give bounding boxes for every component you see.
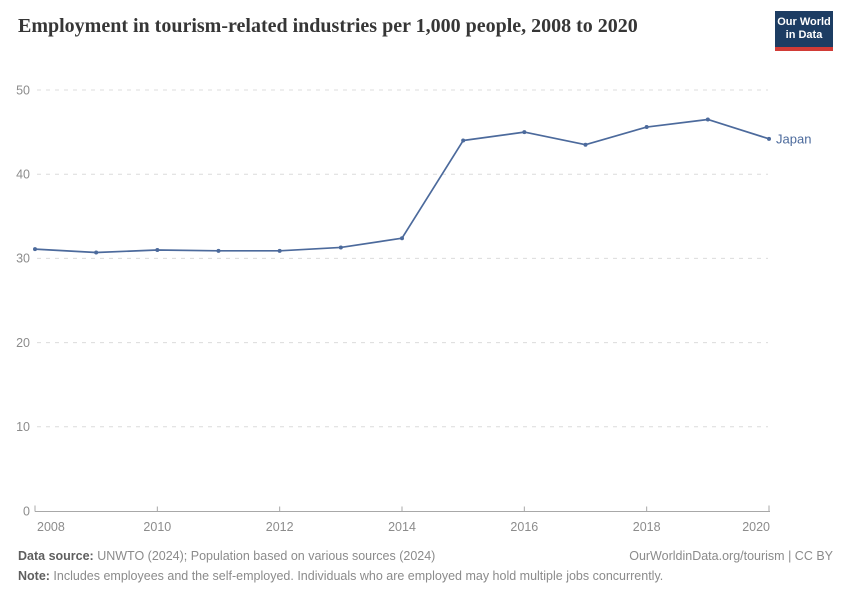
data-point-2014 bbox=[400, 236, 404, 241]
license-text: OurWorldinData.org/tourism | CC BY bbox=[629, 549, 833, 563]
data-source-label: Data source: bbox=[18, 549, 94, 563]
x-tick-label-2018: 2018 bbox=[633, 520, 661, 534]
data-point-2009 bbox=[94, 250, 99, 255]
note-label: Note: bbox=[18, 569, 50, 583]
logo-text-line2: in Data bbox=[785, 29, 823, 41]
footer-source-row: Data source: UNWTO (2024); Population ba… bbox=[18, 548, 833, 564]
data-point-2017 bbox=[583, 142, 588, 147]
data-point-2019 bbox=[705, 117, 710, 122]
note-value: Includes employees and the self-employed… bbox=[49, 569, 664, 583]
x-tick-label-2020: 2020 bbox=[742, 520, 770, 534]
data-point-2020 bbox=[767, 136, 771, 141]
data-point-2018 bbox=[644, 125, 649, 130]
data-point-2016 bbox=[522, 130, 527, 135]
y-tick-label-0: 0 bbox=[23, 504, 30, 518]
x-tick-label-2012: 2012 bbox=[266, 520, 294, 534]
y-tick-label-20: 20 bbox=[16, 336, 30, 350]
x-tick-label-2008: 2008 bbox=[37, 520, 65, 534]
owid-logo: Our World in Data bbox=[775, 11, 833, 51]
x-tick-label-2016: 2016 bbox=[510, 520, 538, 534]
data-point-2015 bbox=[461, 138, 466, 143]
data-source-text: Data source: UNWTO (2024); Population ba… bbox=[18, 548, 435, 564]
data-point-2010 bbox=[155, 247, 160, 252]
series-end-label: Japan bbox=[776, 131, 811, 146]
chart-footer: Data source: UNWTO (2024); Population ba… bbox=[18, 548, 833, 584]
y-tick-label-50: 50 bbox=[16, 83, 30, 97]
data-point-2011 bbox=[216, 248, 221, 253]
x-tick-label-2014: 2014 bbox=[388, 520, 416, 534]
y-tick-label-10: 10 bbox=[16, 420, 30, 434]
chart-title: Employment in tourism-related industries… bbox=[18, 15, 638, 37]
data-source-value: UNWTO (2024); Population based on variou… bbox=[93, 549, 436, 563]
logo-text-line1: Our World bbox=[777, 16, 831, 28]
data-point-2012 bbox=[277, 248, 282, 253]
note-text: Note: Includes employees and the self-em… bbox=[18, 568, 833, 584]
y-tick-label-40: 40 bbox=[16, 168, 30, 182]
y-tick-label-30: 30 bbox=[16, 252, 30, 266]
data-point-2013 bbox=[338, 245, 343, 250]
data-point-2008 bbox=[33, 247, 37, 252]
x-tick-label-2010: 2010 bbox=[143, 520, 171, 534]
japan-line bbox=[34, 118, 770, 254]
